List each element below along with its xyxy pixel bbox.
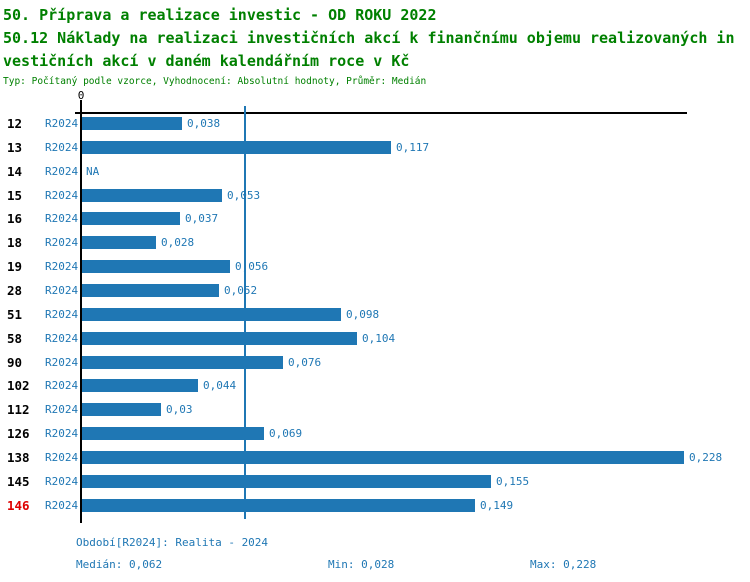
bar-value-label: 0,038 [187,117,221,130]
row-period-label: R2024 [45,212,79,225]
row-id-label: 126 [7,426,30,441]
max-stat: Max: 0,228 [530,558,597,571]
bar-value-label: 0,228 [689,451,723,464]
x-axis-zero-tick-label: 0 [77,89,85,102]
row-id-label: 102 [7,378,30,393]
bar-value-label: 0,155 [496,475,530,488]
row-id-label: 18 [7,235,23,250]
min-stat: Min: 0,028 [328,558,395,571]
bar-value-label: 0,069 [269,427,303,440]
bar-value-label: 0,028 [161,236,195,249]
bar-value-label: 0,104 [362,332,396,345]
bar-value-label: 0,149 [480,499,514,512]
bar [82,308,341,321]
bar [82,475,491,488]
bar-value-label: 0,03 [166,403,193,416]
report-title-line2: 50.12 Náklady na realizaci investičních … [3,29,735,47]
row-id-label: 12 [7,116,23,131]
row-id-label: 16 [7,211,23,226]
bar-value-label: 0,044 [203,379,237,392]
bar [82,379,198,392]
bar [82,141,391,154]
bar-value-label: 0,056 [235,260,269,273]
row-period-label: R2024 [45,499,79,512]
bar [82,451,684,464]
row-period-label: R2024 [45,451,79,464]
report-title-line3: vestičních akcí v daném kalendářním roce… [3,52,410,70]
bar-value-label: 0,052 [224,284,258,297]
row-id-label: 13 [7,140,23,155]
bar [82,356,283,369]
row-period-label: R2024 [45,260,79,273]
report-header: 50. Příprava a realizace investic - OD R… [3,4,735,89]
row-period-label: R2024 [45,332,79,345]
bar [82,427,264,440]
row-id-label: 90 [7,355,23,370]
y-axis-line [80,100,82,523]
bar [82,260,230,273]
report-title-line1: 50. Příprava a realizace investic - OD R… [3,6,437,24]
row-id-label: 15 [7,188,23,203]
row-id-label: 28 [7,283,23,298]
x-axis-line [75,112,687,114]
row-period-label: R2024 [45,189,79,202]
row-id-label: 145 [7,474,30,489]
bar [82,189,222,202]
bar [82,403,161,416]
bar-value-label: 0,117 [396,141,430,154]
row-id-label: 51 [7,307,23,322]
row-period-label: R2024 [45,403,79,416]
row-id-label: 19 [7,259,23,274]
bar-value-label: 0,053 [227,189,261,202]
bar [82,117,182,130]
row-period-label: R2024 [45,141,79,154]
row-id-label: 14 [7,164,23,179]
row-period-label: R2024 [45,284,79,297]
median-stat: Medián: 0,062 [76,558,163,571]
report-subtitle: Typ: Počítaný podle vzorce, Vyhodnocení:… [3,76,427,87]
row-period-label: R2024 [45,427,79,440]
bar [82,212,180,225]
bar [82,236,156,249]
row-id-label: 112 [7,402,30,417]
bar-value-label: 0,076 [288,356,322,369]
row-period-label: R2024 [45,356,79,369]
row-period-label: R2024 [45,236,79,249]
bar [82,332,357,345]
bar-value-label: 0,037 [185,212,219,225]
bar-value-label: NA [86,165,100,178]
row-period-label: R2024 [45,308,79,321]
bar [82,499,475,512]
row-period-label: R2024 [45,165,79,178]
row-id-label: 138 [7,450,30,465]
period-info: Období[R2024]: Realita - 2024 [76,536,269,549]
row-period-label: R2024 [45,379,79,392]
row-period-label: R2024 [45,475,79,488]
bar [82,284,219,297]
row-period-label: R2024 [45,117,79,130]
bar-value-label: 0,098 [346,308,380,321]
row-id-label: 58 [7,331,23,346]
row-id-label: 146 [7,498,30,513]
